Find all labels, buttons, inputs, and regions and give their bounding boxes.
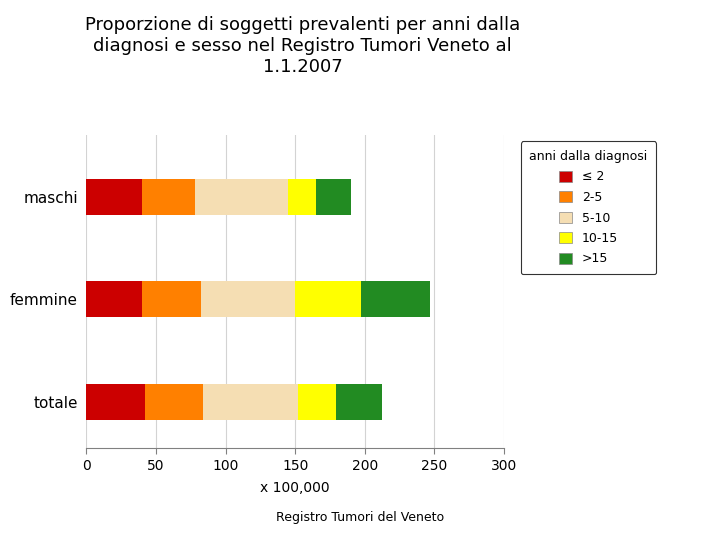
Bar [142, 179, 195, 214]
Bar [336, 384, 382, 420]
Bar [86, 179, 142, 214]
Bar [295, 281, 361, 318]
Bar [195, 179, 288, 214]
Bar [288, 179, 316, 214]
Bar [298, 384, 336, 420]
Bar [361, 281, 431, 318]
Bar [86, 384, 145, 420]
Bar [86, 281, 142, 318]
Text: Registro Tumori del Veneto: Registro Tumori del Veneto [276, 511, 444, 524]
Bar [142, 281, 201, 318]
Bar [145, 384, 203, 420]
Bar [316, 179, 351, 214]
Bar [201, 281, 295, 318]
X-axis label: x 100,000: x 100,000 [261, 481, 330, 495]
Legend: ≤ 2, 2-5, 5-10, 10-15, >15: ≤ 2, 2-5, 5-10, 10-15, >15 [521, 141, 657, 274]
Bar [203, 384, 298, 420]
Text: Proporzione di soggetti prevalenti per anni dalla
diagnosi e sesso nel Registro : Proporzione di soggetti prevalenti per a… [85, 16, 520, 76]
